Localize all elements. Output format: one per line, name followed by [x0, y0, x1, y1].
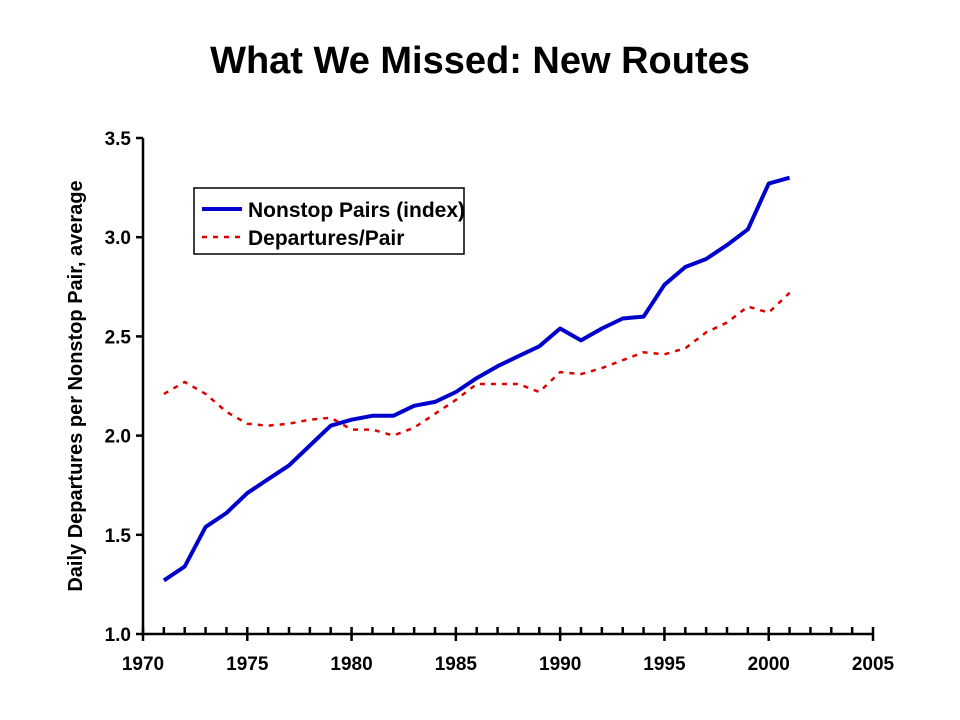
y-tick-label: 2.0	[105, 427, 131, 448]
x-tick-labels: 1970 1975 1980 1985 1990 1995 2000 2005	[122, 654, 895, 675]
y-tick-label: 3.5	[105, 129, 132, 150]
x-tick-label: 1975	[226, 654, 269, 675]
y-tick-label: 3.0	[105, 228, 131, 249]
chart-series	[162, 175, 791, 583]
y-tick-labels: 1.0 1.5 2.0 2.5 3.0 3.5	[105, 129, 132, 646]
y-tick-label: 1.5	[105, 526, 132, 547]
x-tick-label: 1990	[539, 654, 581, 675]
chart-title: What We Missed: New Routes	[210, 40, 750, 82]
y-axis-label: Daily Departures per Nonstop Pair, avera…	[65, 180, 87, 591]
legend-label-nonstop-pairs: Nonstop Pairs (index)	[248, 199, 465, 222]
series-line-1	[163, 291, 791, 437]
x-tick-label: 2005	[852, 654, 895, 675]
y-tick-label: 2.5	[105, 327, 132, 348]
x-tick-label: 1980	[330, 654, 372, 675]
chart-axes	[136, 136, 875, 641]
y-tick-label: 1.0	[105, 625, 131, 646]
x-tick-label: 1985	[435, 654, 478, 675]
legend: Nonstop Pairs (index) Departures/Pair	[193, 187, 465, 255]
x-tick-label: 1970	[122, 654, 164, 675]
legend-label-departures-per-pair: Departures/Pair	[248, 227, 404, 250]
series-line-0	[162, 175, 791, 583]
legend-box	[193, 187, 465, 255]
x-tick-label: 2000	[748, 654, 790, 675]
x-tick-label: 1995	[643, 654, 686, 675]
